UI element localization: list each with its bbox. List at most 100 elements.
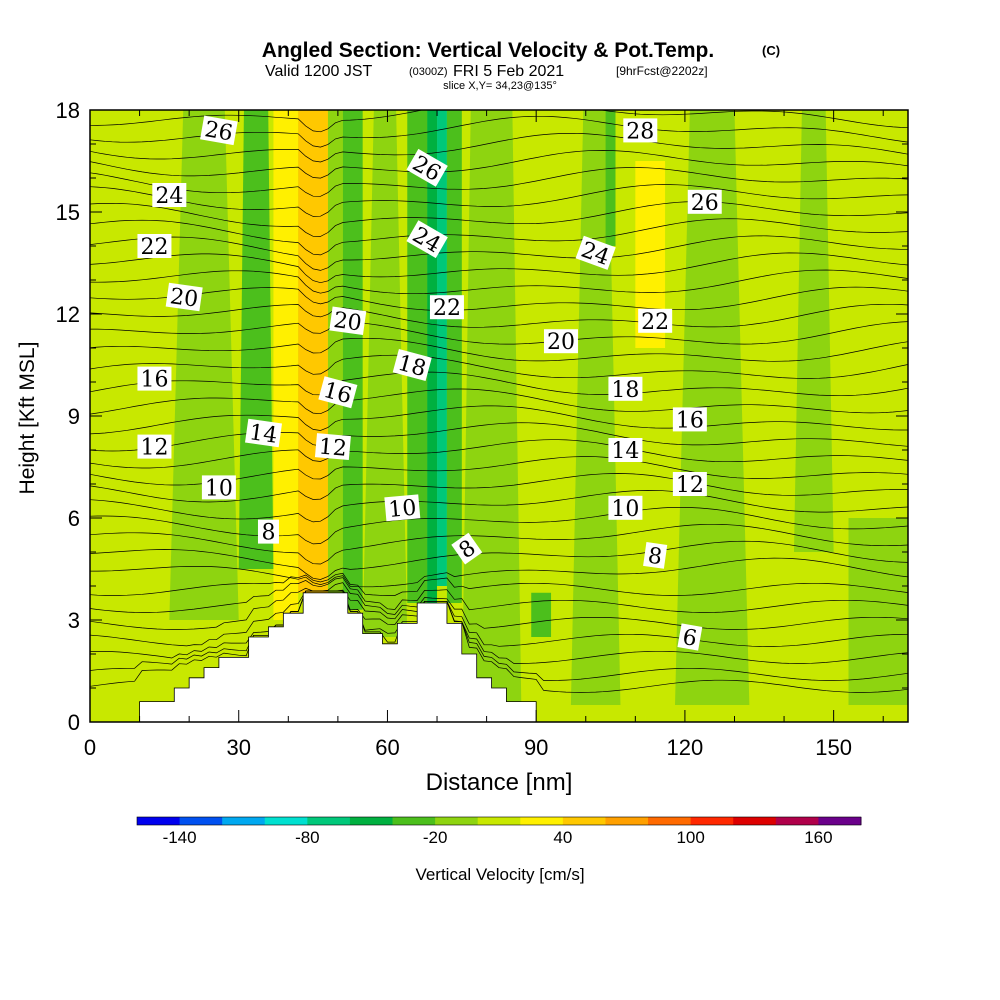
isentrope-8 [90,540,908,580]
y-tick-label: 15 [56,200,80,225]
contour-label-text: 28 [626,119,654,144]
contour-label-27: 10 [608,495,643,522]
y-axis-label: Height [Kft MSL] [16,342,39,495]
isentrope-26 [90,235,908,271]
contour-label-16: 10 [384,494,421,523]
contour-label-box [257,519,279,544]
contour-label-box [638,308,673,333]
colorbar-segment-0 [137,817,181,825]
velocity-region-3 [273,110,299,620]
contour-label-box [672,407,707,432]
subtitle-utc: (0300Z) [409,66,448,78]
chart-title: Angled Section: Vertical Velocity & Pot.… [262,39,714,62]
isentrope-32 [90,132,908,163]
contour-label-box [608,495,643,520]
contour-label-box [200,115,238,146]
contour-label-box [451,532,483,565]
contour-label-box [575,235,616,270]
contour-label-22: 20 [543,329,578,355]
isentrope-28 [90,201,908,237]
isentrope-9 [90,523,908,565]
colorbar-tick-label: 160 [804,828,832,847]
y-tick-label: 0 [68,710,80,735]
colorbar-tick-label: -20 [423,828,448,847]
colorbar: -140 -80 -20 40 100 160 [136,816,862,847]
x-tick-label: 150 [815,735,852,760]
velocity-region-6 [342,110,363,610]
contour-label-box [608,438,643,462]
contour-label-6: 14 [245,418,283,449]
contour-label-box [643,542,668,569]
contour-label-text: 22 [641,310,669,335]
contour-label-text: 14 [611,439,639,464]
contour-label-box [623,118,658,143]
contour-label-text: 20 [332,308,363,337]
contour-label-3: 20 [165,282,203,313]
isentrope-34 [90,110,908,133]
isentrope-10 [90,507,908,545]
contour-label-18: 28 [623,118,658,144]
y-tick-label: 9 [68,404,80,429]
isentrope-23 [90,286,908,311]
x-tick-label: 60 [375,735,399,760]
contour-label-box [384,494,421,522]
contour-label-21: 22 [638,308,673,335]
colorbar-segment-7 [435,817,479,825]
contour-label-26: 12 [672,472,707,498]
potential-temperature-contours [90,110,908,693]
contour-label-text: 8 [261,521,275,546]
isentrope-29 [90,184,908,217]
velocity-region-11 [446,110,462,603]
velocity-region-13 [531,592,552,637]
contour-label-box [608,376,643,401]
isentrope-2 [90,590,908,664]
isentrope-0 [90,590,908,693]
contour-label-text: 20 [547,330,575,355]
colorbar-tick-label: -140 [163,828,197,847]
colorbar-segment-13 [690,817,734,825]
contour-label-text: 12 [676,473,704,498]
y-axis: 0 3 6 9 12 15 18 [56,98,908,735]
contour-label-box [137,434,172,459]
contour-label-1: 24 [152,183,187,209]
contour-label-box [687,189,722,214]
contour-label-text: 20 [168,284,199,313]
isentrope-30 [90,167,908,197]
contour-label-text: 8 [646,544,663,571]
contour-label-29: 6 [677,623,703,652]
velocity-region-2 [238,110,274,569]
isentrope-16 [90,405,908,435]
colorbar-frame [136,816,862,826]
contour-label-box [152,183,187,207]
contour-label-9: 20 [329,306,367,337]
x-axis-label: Distance [nm] [426,769,573,796]
subtitle-slice: slice X,Y= 34,23@135° [443,80,557,92]
velocity-region-15 [605,110,616,246]
contour-label-text: 18 [611,378,639,403]
terrain-mask [90,592,908,722]
colorbar-segment-16 [818,817,862,825]
contour-label-text: 12 [140,436,168,461]
isentrope-24 [90,269,908,295]
contour-label-box [392,349,432,381]
isentrope-22 [90,303,908,328]
contour-label-2: 22 [137,234,172,260]
contour-label-box [429,295,464,320]
isentrope-11 [90,490,908,523]
isentrope-17 [90,388,908,415]
colorbar-segment-10 [562,817,606,825]
colorbar-tick-label: 100 [676,828,704,847]
isentrope-14 [90,439,908,469]
contour-label-4: 16 [137,366,172,393]
colorbar-segment-15 [775,817,819,825]
colorbar-tick-label: -80 [295,828,320,847]
contour-label-24: 16 [672,407,707,433]
isentrope-4 [90,582,908,630]
x-tick-label: 90 [524,735,548,760]
colorbar-segment-9 [520,817,564,825]
contour-label-text: 24 [155,184,183,209]
contour-label-text: 26 [691,191,719,216]
contour-label-box [406,220,448,259]
